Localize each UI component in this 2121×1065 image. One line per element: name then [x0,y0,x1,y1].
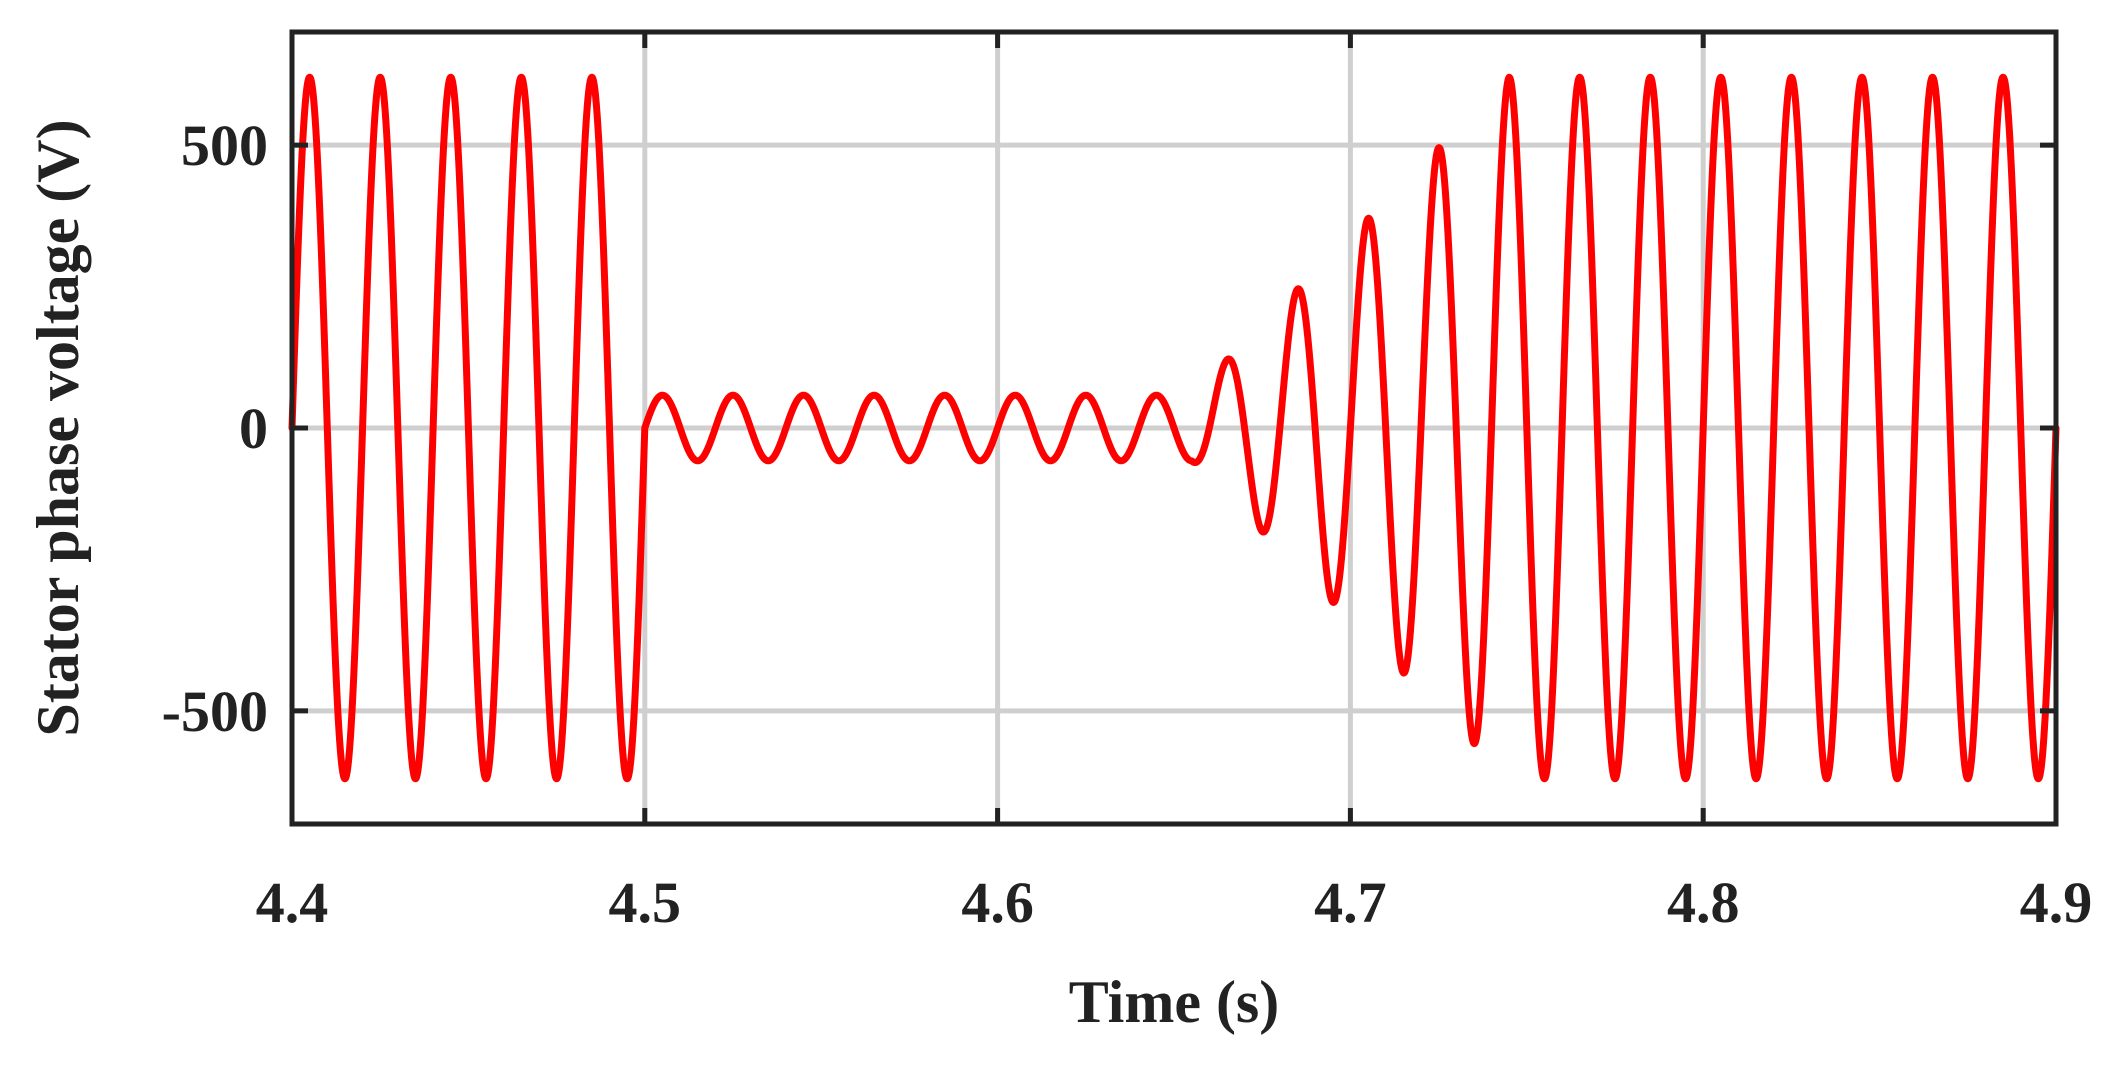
x-tick-label: 4.4 [256,870,329,935]
x-axis-label: Time (s) [1069,969,1280,1035]
x-tick-label: 4.5 [609,870,682,935]
x-tick-label: 4.8 [1667,870,1740,935]
y-tick-label: 500 [181,113,268,178]
plot-area [288,73,2060,783]
voltage-trace [288,73,2060,783]
axis-ticks [289,32,2059,824]
x-axis-tick-labels: 4.4 4.5 4.6 4.7 4.8 4.9 [256,870,2093,935]
x-tick-label: 4.9 [2020,870,2093,935]
y-axis-tick-labels: -500 0 500 [162,113,268,744]
x-tick-label: 4.7 [1314,870,1387,935]
y-tick-label: -500 [162,679,268,744]
y-axis-label: Stator phase voltage (V) [25,119,91,736]
y-tick-label: 0 [239,396,268,461]
x-tick-label: 4.6 [961,870,1034,935]
